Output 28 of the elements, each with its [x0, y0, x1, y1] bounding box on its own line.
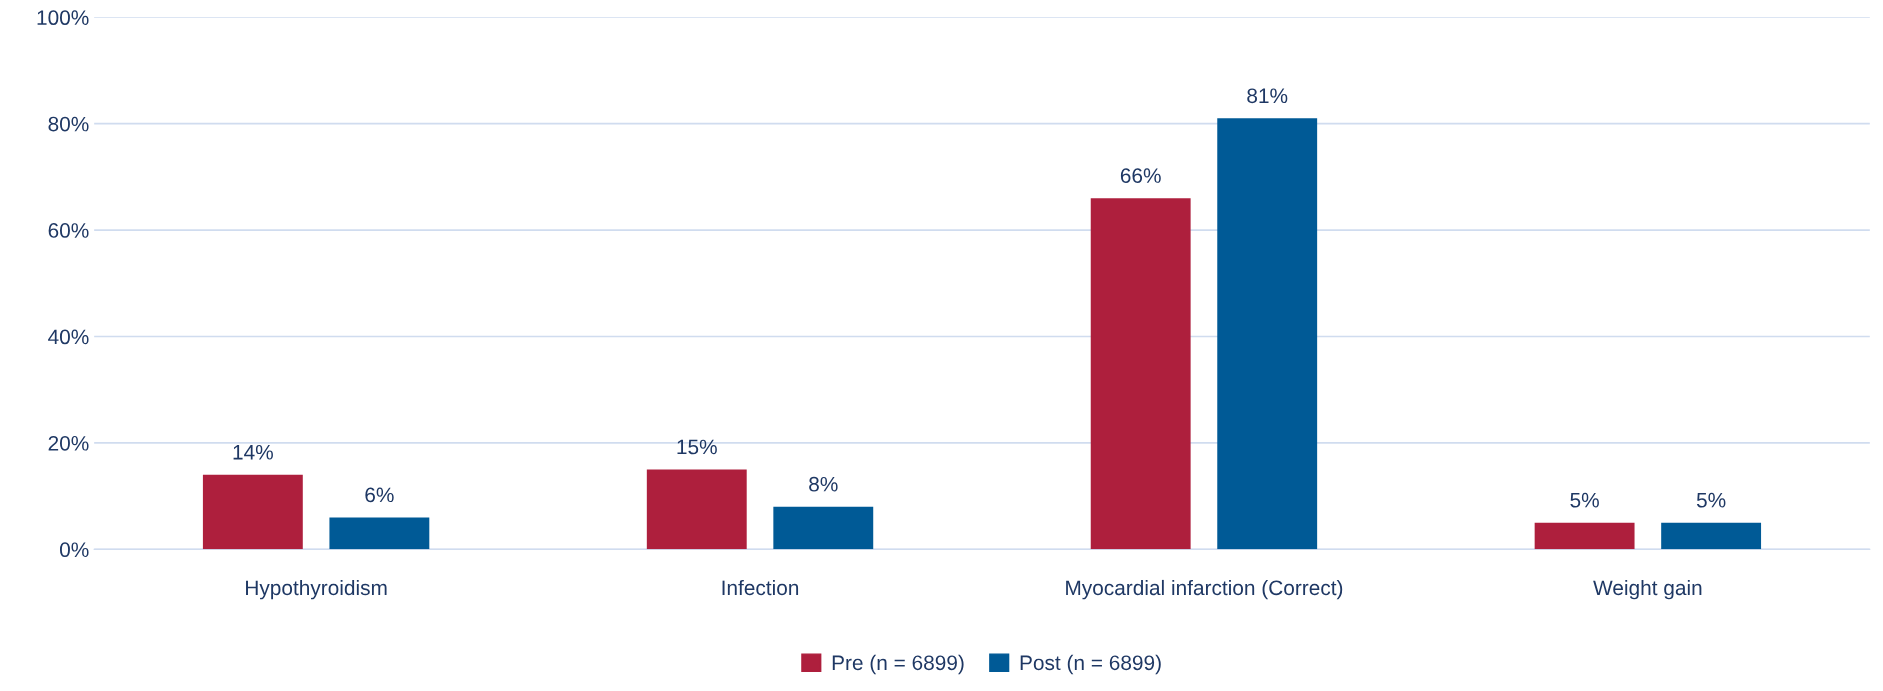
data-label: 6% [365, 487, 394, 503]
bar [646, 469, 747, 550]
data-label: 5% [1570, 492, 1599, 508]
legend-label: Pre (n = 6899) [832, 654, 964, 675]
data-label: 66% [1120, 168, 1161, 183]
bar [773, 506, 874, 550]
y-tick-label: 40% [48, 329, 89, 345]
bar [1217, 118, 1318, 550]
x-tick-label: Weight gain [1593, 579, 1702, 600]
y-tick-label: 20% [48, 435, 89, 451]
bar [202, 474, 303, 550]
bar [329, 517, 430, 550]
y-tick-label: 100% [37, 10, 89, 26]
data-label: 14% [233, 444, 273, 460]
y-tick-label: 0% [59, 542, 89, 558]
data-label: 8% [809, 476, 838, 492]
data-label: 81% [1247, 88, 1288, 104]
bar [1534, 522, 1635, 550]
x-tick-label: Hypothyroidism [246, 579, 387, 600]
y-tick-label: 60% [48, 223, 89, 238]
y-tick-label: 80% [48, 116, 89, 132]
data-label: 5% [1696, 492, 1726, 508]
x-tick-label: Infection [722, 579, 799, 596]
data-label: 15% [677, 439, 717, 455]
legend-label: Post (n = 6899) [1020, 654, 1161, 675]
bar [1090, 198, 1191, 550]
x-tick-label: Myocardial infarction (Correct) [1066, 579, 1343, 600]
bar [1661, 522, 1762, 550]
